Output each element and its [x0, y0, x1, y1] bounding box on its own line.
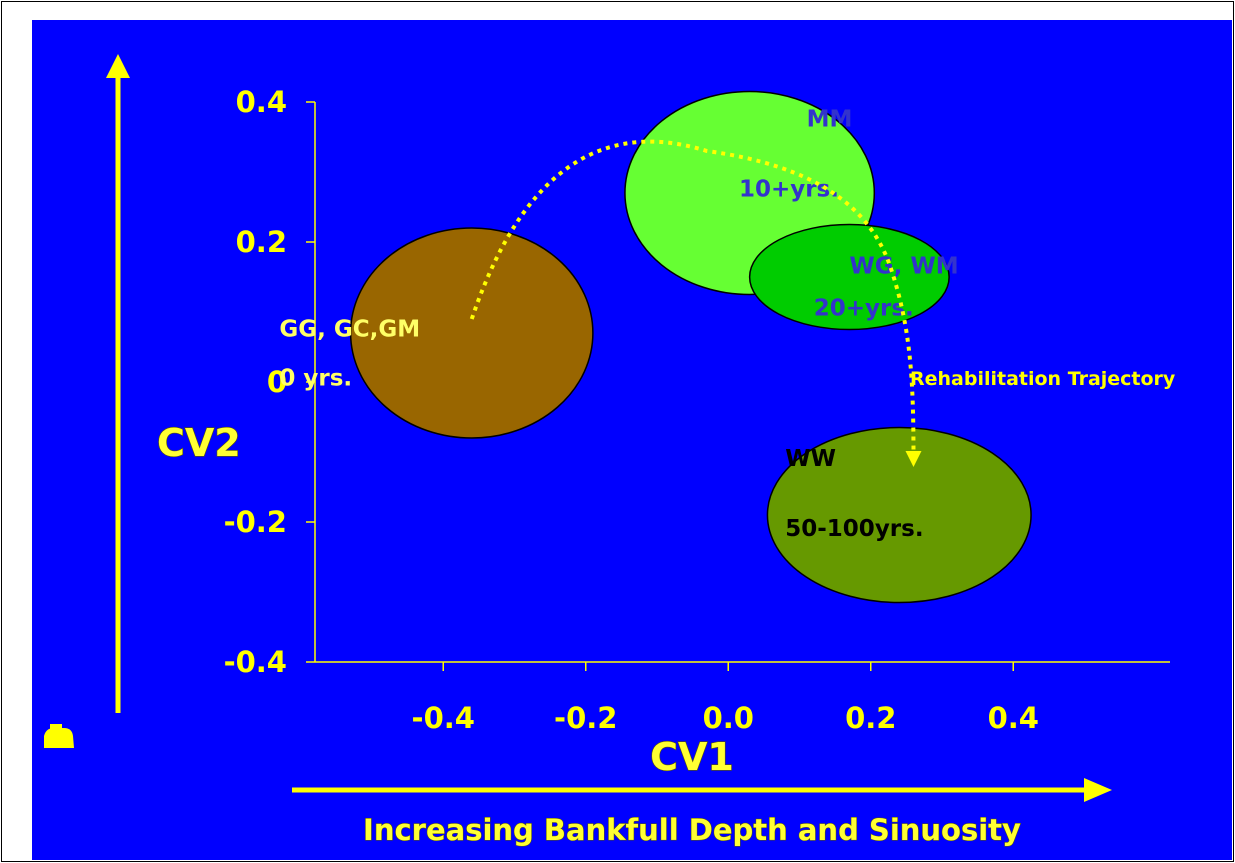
y-axis-title: CV2 [157, 421, 241, 465]
group-sublabel: 0 yrs. [279, 366, 352, 392]
x-tick-label: 0.2 [845, 701, 896, 735]
y-direction-arrow [106, 54, 130, 713]
x-tick-label: -0.2 [554, 701, 617, 735]
chart-panel: 0.4 0.2 0 -0.2 -0.4 -0.4 -0.2 0.0 0.2 0.4 GG, GC… [32, 20, 1232, 860]
small-yellow-icon [44, 724, 74, 748]
group-label: GG, GC,GM [279, 317, 420, 343]
chart-svg: 0.4 0.2 0 -0.2 -0.4 -0.4 -0.2 0.0 0.2 0.4 GG, GC… [44, 54, 1176, 848]
rehabilitation-trajectory-path [469, 139, 922, 467]
x-tick-label: 0.0 [703, 701, 754, 735]
x-direction-arrow [292, 778, 1112, 802]
y-tick-label: 0 [267, 365, 287, 399]
x-axis-caption: Increasing Bankfull Depth and Sinuosity [363, 813, 1021, 847]
group-sublabel: 50-100yrs. [785, 516, 923, 542]
y-tick-label: 0.2 [236, 225, 287, 259]
group-sublabel: 20+yrs. [814, 296, 914, 322]
trajectory-label: Rehabilitation Trajectory [910, 368, 1176, 390]
x-tick-label: -0.4 [412, 701, 475, 735]
y-tick-label: 0.4 [236, 85, 287, 119]
x-tick-label: 0.4 [988, 701, 1039, 735]
x-axis-title: CV1 [650, 735, 734, 779]
group-label: WG, WM [849, 254, 958, 280]
y-tick-label: -0.2 [224, 505, 287, 539]
y-tick-label: -0.4 [224, 645, 287, 679]
group-ellipse [349, 227, 594, 439]
group-ellipse [766, 426, 1032, 604]
group-label: WW [785, 446, 836, 472]
group-label: MM [807, 107, 853, 133]
group-sublabel: 10+yrs. [739, 177, 839, 203]
